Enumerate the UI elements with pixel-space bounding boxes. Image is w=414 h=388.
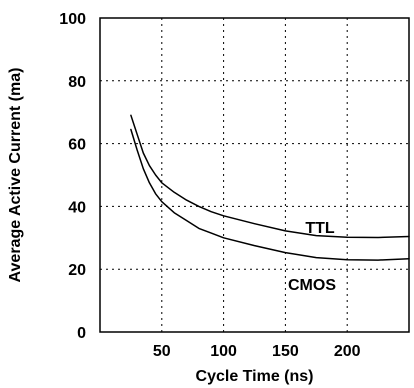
y-tick-label: 0 — [77, 325, 86, 342]
x-tick-label: 200 — [334, 343, 361, 360]
grid-lines — [100, 18, 409, 332]
series-label-ttl: TTL — [305, 220, 335, 237]
y-tick-label: 40 — [68, 199, 86, 216]
series-label-cmos: CMOS — [288, 277, 336, 294]
y-axis-title: Average Active Current (ma) — [7, 68, 24, 283]
series-labels: TTL CMOS — [288, 220, 336, 294]
x-tick-label: 100 — [210, 343, 237, 360]
y-tick-label: 20 — [68, 262, 86, 279]
x-tick-label: 150 — [272, 343, 299, 360]
series-lines — [130, 114, 410, 261]
y-tick-label: 80 — [68, 74, 86, 91]
plot-area-frame — [99, 17, 410, 333]
y-tick-label: 100 — [59, 11, 86, 28]
series-line-ttl — [130, 114, 410, 239]
series-line-cmos — [130, 128, 410, 261]
tick-labels: 50 100 150 200 0 20 40 60 80 100 — [59, 11, 360, 360]
x-axis-title: Cycle Time (ns) — [196, 368, 314, 385]
x-tick-label: 50 — [153, 343, 171, 360]
y-tick-label: 60 — [68, 137, 86, 154]
